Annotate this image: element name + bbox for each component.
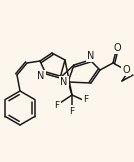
Text: F: F (83, 96, 89, 104)
Text: F: F (69, 106, 75, 116)
Text: F: F (54, 100, 59, 110)
Text: N: N (87, 51, 95, 61)
Text: S: S (59, 80, 67, 90)
Text: N: N (37, 71, 45, 81)
Text: O: O (122, 65, 130, 75)
Text: N: N (60, 77, 68, 87)
Text: O: O (113, 43, 121, 53)
